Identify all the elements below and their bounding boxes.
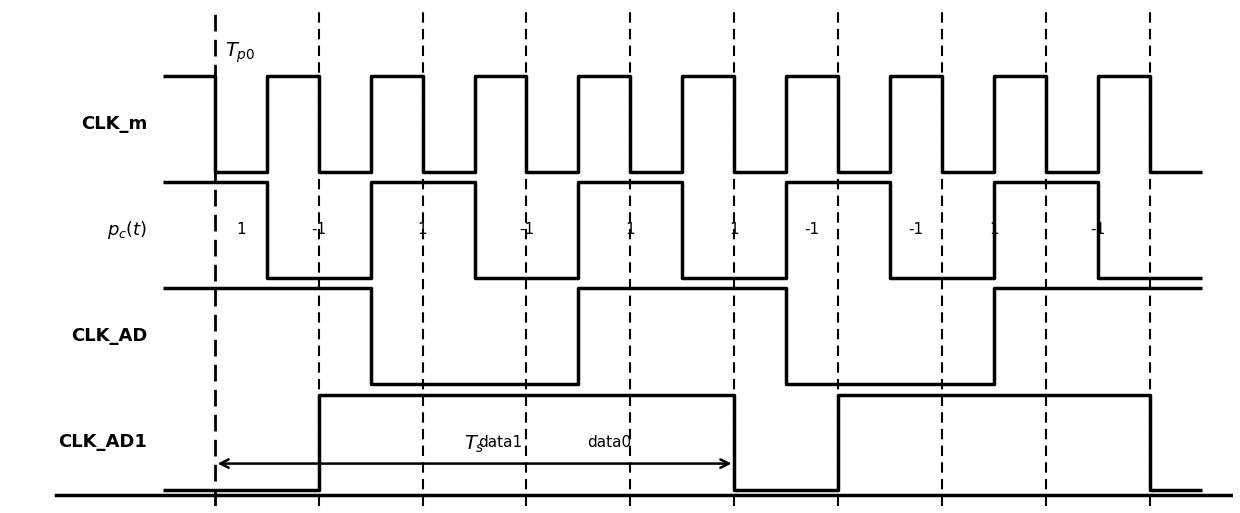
Text: 1: 1 xyxy=(990,223,999,238)
Text: $T_s$: $T_s$ xyxy=(464,434,485,455)
Text: CLK_m: CLK_m xyxy=(81,115,148,133)
Text: data1: data1 xyxy=(479,435,522,450)
Text: CLK_AD: CLK_AD xyxy=(71,327,148,345)
Text: CLK_AD1: CLK_AD1 xyxy=(58,433,148,451)
Text: 1: 1 xyxy=(236,223,246,238)
Text: $T_{p0}$: $T_{p0}$ xyxy=(226,41,255,65)
Text: -1: -1 xyxy=(311,223,326,238)
Text: -1: -1 xyxy=(909,223,924,238)
Text: 1: 1 xyxy=(418,223,428,238)
Text: 1: 1 xyxy=(729,223,739,238)
Text: -1: -1 xyxy=(1090,223,1106,238)
Text: -1: -1 xyxy=(518,223,534,238)
Text: data0: data0 xyxy=(588,435,631,450)
Text: 1: 1 xyxy=(625,223,635,238)
Text: $p_c(t)$: $p_c(t)$ xyxy=(107,219,148,241)
Text: -1: -1 xyxy=(805,223,820,238)
